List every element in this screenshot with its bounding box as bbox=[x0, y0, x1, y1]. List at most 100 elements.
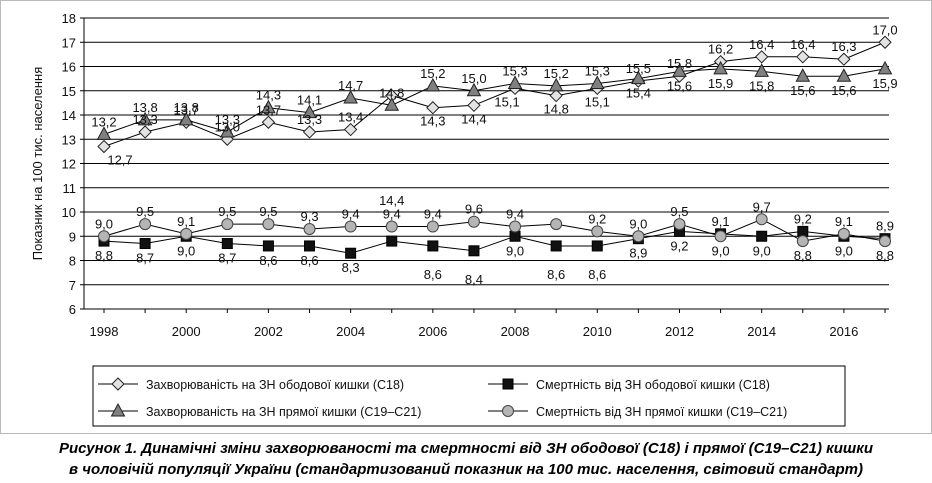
data-label: 9,0 bbox=[629, 216, 647, 231]
data-label: 8,8 bbox=[876, 248, 894, 263]
data-label: 13,2 bbox=[91, 114, 116, 129]
data-label: 8,6 bbox=[547, 267, 565, 282]
data-label: 9,2 bbox=[670, 238, 688, 253]
y-tick-label: 16 bbox=[62, 60, 76, 75]
x-tick-label: 2016 bbox=[829, 324, 858, 339]
data-point-s4 bbox=[509, 220, 522, 233]
data-point-s3 bbox=[221, 238, 233, 250]
data-point-s2 bbox=[343, 89, 358, 104]
y-tick-label: 12 bbox=[62, 157, 76, 172]
data-label: 15,6 bbox=[790, 83, 815, 98]
data-label: 9,4 bbox=[383, 207, 401, 222]
data-point-s3 bbox=[550, 240, 562, 252]
data-label: 15,8 bbox=[749, 78, 774, 93]
data-point-s4 bbox=[673, 218, 686, 231]
data-label: 9,0 bbox=[177, 243, 195, 258]
caption-line-1: Рисунок 1. Динамічні зміни захворюваност… bbox=[58, 440, 874, 457]
data-point-s4 bbox=[98, 230, 110, 243]
data-point-s1 bbox=[467, 98, 481, 113]
data-label: 13,7 bbox=[174, 102, 199, 117]
data-point-s4 bbox=[344, 220, 357, 233]
data-label: 8,9 bbox=[629, 246, 647, 261]
data-label: 15,1 bbox=[494, 94, 519, 109]
data-label: 16,3 bbox=[831, 39, 856, 54]
data-label: 13,3 bbox=[297, 112, 322, 127]
data-label: 13,8 bbox=[132, 100, 157, 115]
data-label: 13,3 bbox=[215, 112, 240, 127]
y-tick-label: 11 bbox=[63, 181, 77, 196]
x-tick-label: 2008 bbox=[501, 324, 530, 339]
data-label: 9,0 bbox=[835, 243, 853, 258]
data-label: 15,5 bbox=[626, 61, 651, 76]
data-label: 13,0 bbox=[215, 119, 240, 134]
data-point-s3 bbox=[304, 240, 316, 252]
y-tick-label: 10 bbox=[62, 205, 76, 220]
data-point-s4 bbox=[550, 218, 563, 231]
data-point-s2 bbox=[507, 75, 523, 89]
series-line-1 bbox=[103, 41, 886, 147]
data-label: 9,5 bbox=[218, 204, 236, 219]
data-point-s2 bbox=[425, 77, 441, 92]
x-tick-label: 2006 bbox=[418, 324, 447, 339]
legend-item: Смертність від ЗН прямої кишки (С19–С21) bbox=[488, 405, 787, 419]
y-tick-label: 6 bbox=[69, 302, 76, 317]
series-line-3 bbox=[103, 230, 886, 254]
data-label: 13,4 bbox=[338, 110, 363, 125]
data-label: 15,1 bbox=[585, 94, 610, 109]
data-point-s2 bbox=[589, 75, 605, 89]
data-label: 14,7 bbox=[338, 78, 363, 93]
legend-label: Смертність від ЗН ободової кишки (С18) bbox=[536, 378, 770, 392]
data-point-s1 bbox=[426, 101, 440, 115]
x-tick-label: 2000 bbox=[172, 324, 201, 339]
data-point-s4 bbox=[221, 218, 234, 231]
legend-marker bbox=[502, 378, 514, 390]
data-label: 14,4 bbox=[461, 111, 486, 126]
data-point-s2 bbox=[178, 111, 194, 126]
data-point-s2 bbox=[96, 126, 112, 140]
data-point-s3 bbox=[427, 240, 439, 252]
gridlines bbox=[84, 17, 889, 310]
data-label: 9,4 bbox=[342, 207, 360, 222]
data-point-s1 bbox=[796, 50, 810, 64]
data-point-s4 bbox=[796, 235, 809, 248]
data-point-s4 bbox=[139, 218, 152, 231]
data-point-s2 bbox=[877, 60, 893, 75]
legend-label: Смертність від ЗН прямої кишки (С19–С21) bbox=[536, 405, 787, 419]
data-label: 16,2 bbox=[708, 42, 733, 57]
legend-item: Смертність від ЗН ободової кишки (С18) bbox=[488, 378, 770, 392]
x-tick-label: 1998 bbox=[90, 324, 119, 339]
data-point-s2 bbox=[466, 82, 482, 97]
data-label: 9,7 bbox=[753, 199, 771, 214]
data-label: 9,4 bbox=[424, 207, 442, 222]
data-point-s4 bbox=[467, 215, 480, 228]
data-label: 14,8 bbox=[379, 85, 404, 100]
data-label: 8,9 bbox=[876, 219, 894, 234]
data-point-s4 bbox=[385, 220, 398, 233]
y-axis-title: Показник на 100 тис. населення bbox=[30, 67, 45, 261]
legend-marker bbox=[111, 377, 125, 391]
legend-item: Захворюваність на ЗН прямої кишки (С19–С… bbox=[98, 402, 421, 419]
data-label: 14,3 bbox=[256, 88, 281, 103]
data-point-s2 bbox=[754, 63, 770, 77]
data-label: 9,2 bbox=[794, 211, 812, 226]
data-label: 9,0 bbox=[712, 243, 730, 258]
data-label: 14,8 bbox=[544, 102, 569, 117]
legend: Захворюваність на ЗН ободової кишки (С18… bbox=[92, 365, 846, 427]
data-point-s4 bbox=[755, 213, 768, 226]
data-point-s4 bbox=[879, 235, 891, 248]
data-label: 16,4 bbox=[790, 37, 815, 52]
chart-frame: 6 7 8 9 10 11 12 13 14 15 16 17 18 1998 2000 2002 2004 20… bbox=[0, 0, 932, 434]
data-point-s3 bbox=[509, 230, 521, 242]
data-point-s1 bbox=[138, 125, 152, 139]
y-tick-label: 7 bbox=[69, 278, 76, 293]
data-label: 9,6 bbox=[465, 202, 483, 217]
x-tick-label: 2012 bbox=[665, 324, 694, 339]
data-label: 15,6 bbox=[667, 78, 692, 93]
data-label: 16,4 bbox=[749, 37, 774, 52]
data-point-s4 bbox=[632, 230, 645, 243]
data-label: 15,3 bbox=[585, 63, 610, 78]
data-point-s2 bbox=[713, 60, 728, 75]
data-label: 13,8 bbox=[174, 100, 199, 115]
data-label: 15,8 bbox=[667, 56, 692, 71]
y-tick-label: 13 bbox=[62, 132, 76, 147]
